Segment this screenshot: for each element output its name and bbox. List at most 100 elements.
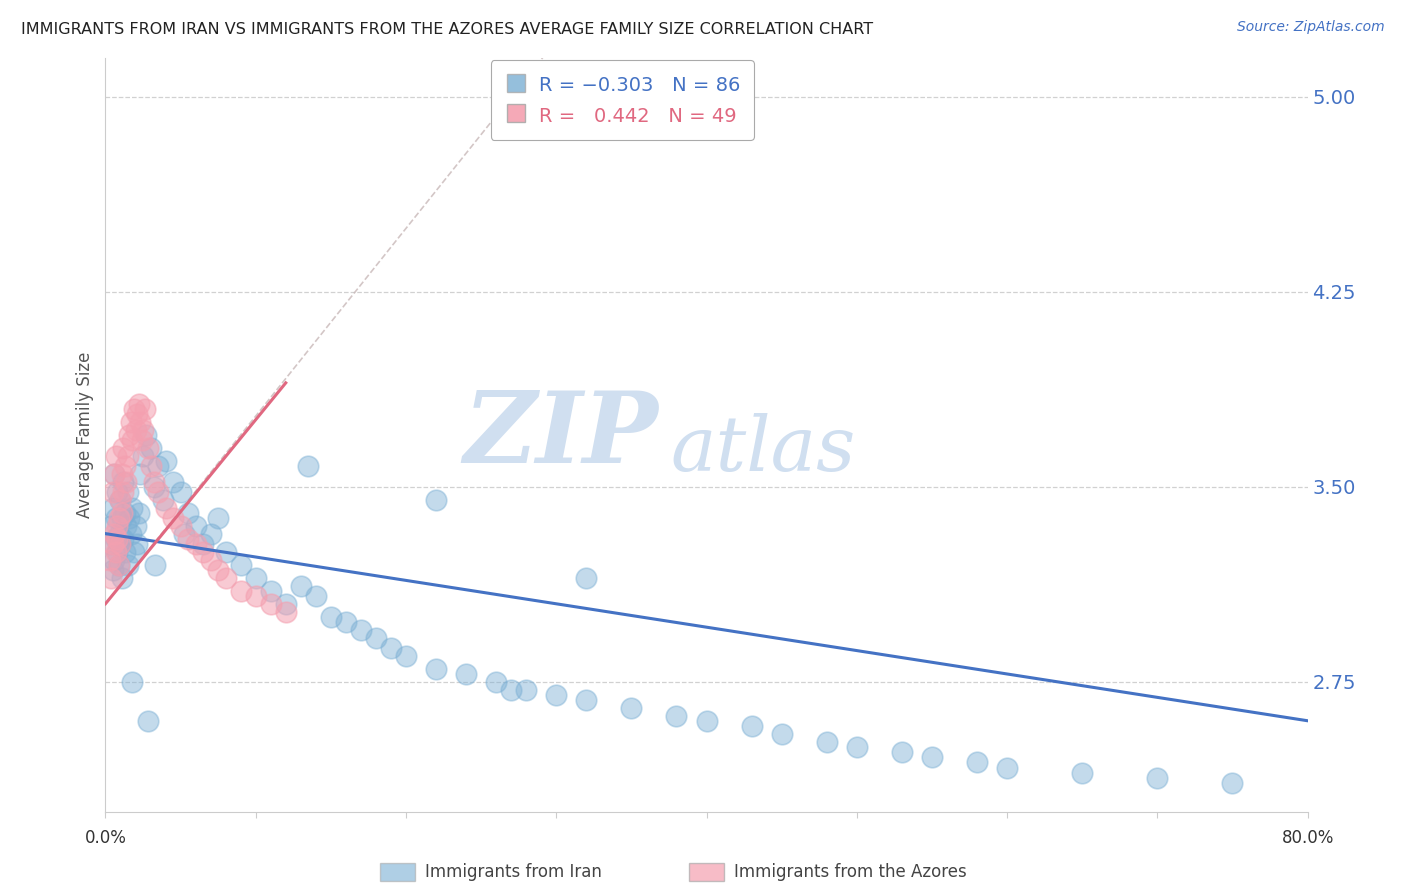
Point [139,441,162,455]
Point [101,500,124,515]
Point [297,458,319,473]
Point [107,545,129,559]
Point [501,682,523,697]
Text: atlas: atlas [671,413,856,487]
Point [425,492,447,507]
Point [214,545,236,559]
Point [111,571,134,585]
Point [118,427,141,442]
Point [1222,776,1244,790]
Point [890,745,912,759]
Point [104,532,127,546]
Text: 80.0%: 80.0% [1281,830,1334,847]
Point [142,480,165,494]
Point [101,563,124,577]
Point [115,518,138,533]
Point [98,552,121,566]
Point [98,537,121,551]
Point [155,454,177,468]
Point [103,526,125,541]
Point [274,597,297,611]
Point [134,401,156,416]
Point [350,623,373,637]
Point [146,458,169,473]
Point [121,674,143,689]
Point [380,640,402,655]
Point [104,545,127,559]
Point [132,449,155,463]
Y-axis label: Average Family Size: Average Family Size [76,351,94,518]
Text: Immigrants from the Azores: Immigrants from the Azores [734,863,967,881]
Point [103,467,125,481]
Point [155,500,177,515]
Point [107,518,129,533]
Point [112,532,135,546]
Point [184,518,207,533]
Point [143,558,166,572]
Point [111,511,134,525]
Point [100,571,122,585]
Text: Immigrants from Iran: Immigrants from Iran [425,863,602,881]
Point [110,537,132,551]
Text: IMMIGRANTS FROM IRAN VS IMMIGRANTS FROM THE AZORES AVERAGE FAMILY SIZE CORRELATI: IMMIGRANTS FROM IRAN VS IMMIGRANTS FROM … [21,22,873,37]
Point [129,415,152,429]
Point [245,589,267,603]
Point [575,571,598,585]
Point [245,571,267,585]
Point [741,719,763,733]
Point [620,700,643,714]
Point [111,506,134,520]
Point [128,506,150,520]
Point [456,667,478,681]
Point [169,485,191,500]
Point [173,526,195,541]
Text: 0.0%: 0.0% [84,830,127,847]
Legend: R = −0.303   N = 86, R =   0.442   N = 49: R = −0.303 N = 86, R = 0.442 N = 49 [491,60,754,140]
Point [191,545,214,559]
Point [152,492,174,507]
Point [124,423,146,437]
Point [122,401,145,416]
Point [214,571,236,585]
Point [665,708,688,723]
Point [1071,765,1094,780]
Point [207,563,229,577]
Point [546,688,568,702]
Point [121,500,143,515]
Point [575,693,598,707]
Point [515,682,537,697]
Point [118,511,141,525]
Point [191,537,214,551]
Point [200,526,222,541]
Point [966,756,988,770]
Point [770,727,793,741]
Point [107,485,129,500]
Point [184,537,207,551]
Point [108,526,131,541]
Point [101,537,124,551]
Point [200,552,222,566]
Point [1146,771,1168,785]
Point [129,467,152,481]
Text: ZIP: ZIP [464,386,658,483]
Point [319,609,342,624]
Point [696,714,718,728]
Point [162,511,184,525]
Point [110,537,132,551]
Point [395,648,418,663]
Point [132,423,155,437]
Point [136,714,159,728]
Point [169,518,191,533]
Point [120,415,142,429]
Point [125,407,148,421]
Point [122,545,145,559]
Point [177,506,200,520]
Point [995,760,1018,774]
Point [114,545,136,559]
Point [136,441,159,455]
Point [142,475,165,489]
Point [274,605,297,619]
Point [107,532,129,546]
Point [114,458,136,473]
Point [131,433,153,447]
